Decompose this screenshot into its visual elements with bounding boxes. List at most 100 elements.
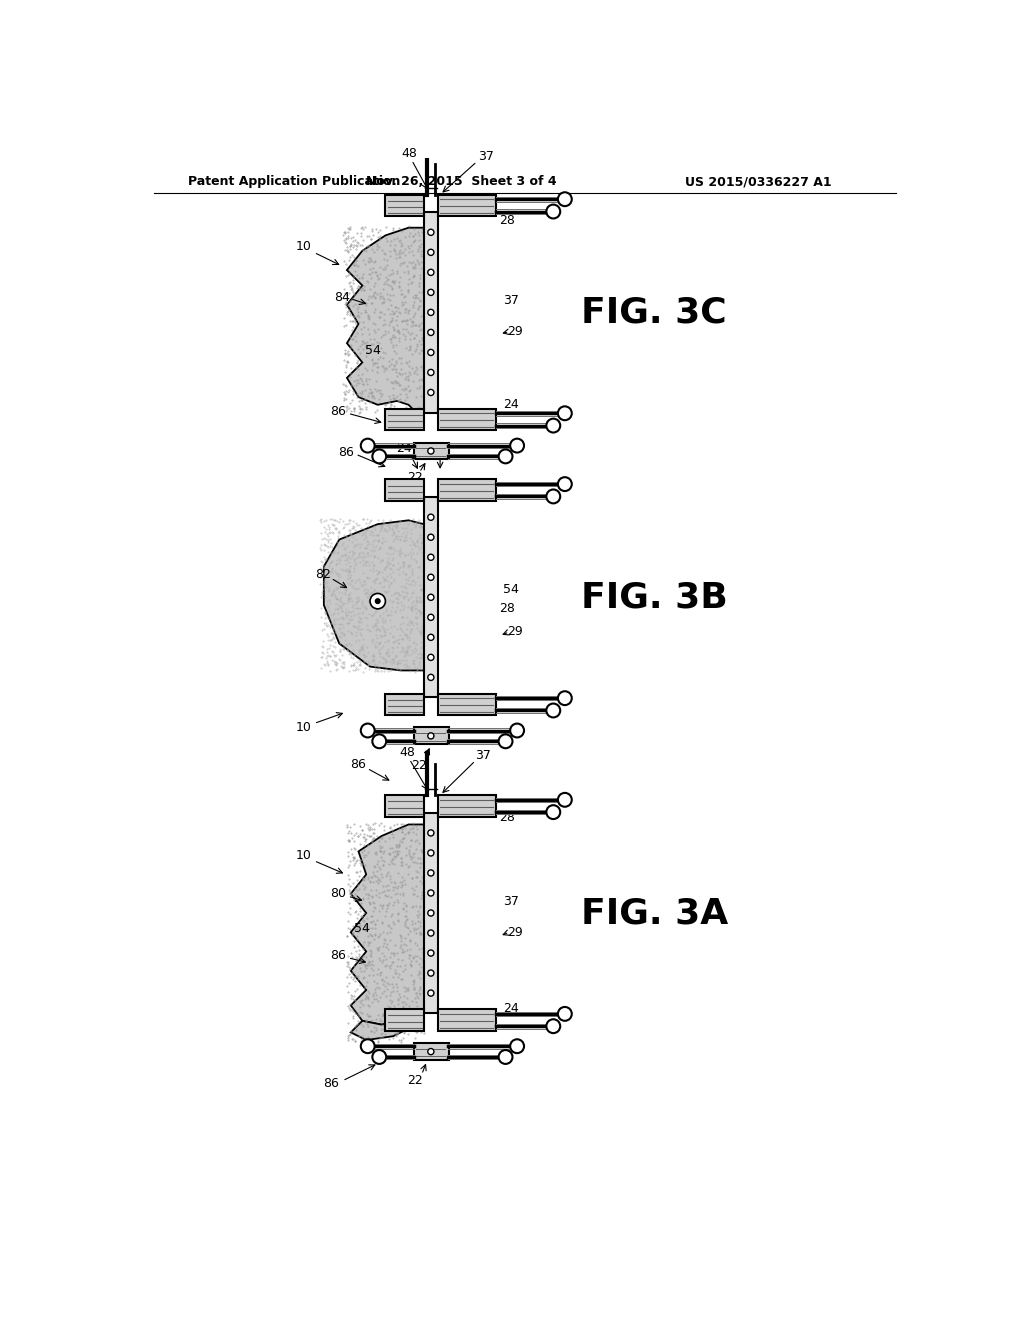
Text: 29: 29: [507, 626, 522, 639]
Text: US 2015/0336227 A1: US 2015/0336227 A1: [685, 176, 831, 187]
Circle shape: [360, 723, 375, 738]
Circle shape: [428, 655, 434, 660]
Text: 29: 29: [431, 442, 446, 455]
Text: FIG. 3A: FIG. 3A: [581, 896, 728, 931]
Polygon shape: [324, 520, 424, 671]
FancyBboxPatch shape: [385, 693, 424, 715]
Circle shape: [558, 478, 571, 491]
Circle shape: [428, 950, 434, 956]
Text: 29: 29: [507, 925, 522, 939]
Circle shape: [428, 447, 434, 454]
Circle shape: [360, 1039, 375, 1053]
Text: FIG. 3B: FIG. 3B: [581, 581, 727, 614]
Circle shape: [428, 370, 434, 376]
Circle shape: [428, 909, 434, 916]
Circle shape: [499, 450, 512, 463]
Circle shape: [428, 890, 434, 896]
FancyBboxPatch shape: [385, 795, 424, 817]
Circle shape: [428, 733, 434, 739]
Text: 86: 86: [331, 949, 346, 962]
Circle shape: [499, 734, 512, 748]
FancyBboxPatch shape: [424, 813, 438, 1014]
Circle shape: [428, 513, 434, 520]
FancyBboxPatch shape: [385, 1010, 424, 1031]
Circle shape: [428, 574, 434, 581]
Text: 86: 86: [323, 1077, 339, 1090]
Text: 28: 28: [499, 602, 515, 615]
FancyBboxPatch shape: [414, 727, 449, 744]
Polygon shape: [347, 227, 424, 412]
Text: 22: 22: [412, 759, 427, 772]
Circle shape: [360, 438, 375, 453]
Circle shape: [428, 614, 434, 620]
Circle shape: [428, 269, 434, 276]
FancyBboxPatch shape: [414, 442, 449, 459]
FancyBboxPatch shape: [385, 194, 424, 216]
Circle shape: [428, 289, 434, 296]
Circle shape: [547, 1019, 560, 1034]
Text: 37: 37: [503, 895, 519, 908]
Text: 29: 29: [507, 325, 522, 338]
Text: 24: 24: [396, 442, 412, 455]
Circle shape: [547, 205, 560, 219]
Circle shape: [558, 1007, 571, 1020]
Circle shape: [428, 870, 434, 876]
Text: 80: 80: [331, 887, 346, 900]
Circle shape: [510, 1039, 524, 1053]
Text: 84: 84: [335, 290, 350, 304]
Text: 86: 86: [338, 446, 354, 459]
Circle shape: [428, 830, 434, 836]
Circle shape: [428, 850, 434, 857]
Circle shape: [428, 309, 434, 315]
Text: 37: 37: [475, 748, 492, 762]
FancyBboxPatch shape: [438, 693, 496, 715]
FancyBboxPatch shape: [438, 194, 496, 216]
Circle shape: [428, 330, 434, 335]
Text: 82: 82: [315, 568, 331, 581]
Text: 10: 10: [296, 240, 311, 253]
Text: 10: 10: [296, 721, 311, 734]
FancyBboxPatch shape: [385, 409, 424, 430]
Text: 86: 86: [350, 758, 366, 771]
Circle shape: [558, 793, 571, 807]
Circle shape: [428, 389, 434, 396]
Circle shape: [373, 734, 386, 748]
Circle shape: [547, 805, 560, 818]
Text: 48: 48: [399, 746, 416, 759]
FancyBboxPatch shape: [438, 479, 496, 502]
FancyBboxPatch shape: [438, 795, 496, 817]
Text: Nov. 26, 2015  Sheet 3 of 4: Nov. 26, 2015 Sheet 3 of 4: [367, 176, 557, 187]
Circle shape: [499, 1051, 512, 1064]
Text: 24: 24: [503, 1002, 519, 1015]
Circle shape: [370, 594, 385, 609]
Circle shape: [428, 230, 434, 235]
Circle shape: [428, 594, 434, 601]
Text: 22: 22: [408, 1074, 423, 1088]
Text: 28: 28: [499, 214, 515, 227]
Circle shape: [558, 407, 571, 420]
Text: 37: 37: [478, 149, 495, 162]
Text: 54: 54: [503, 583, 519, 597]
FancyBboxPatch shape: [424, 213, 438, 412]
Text: 54: 54: [353, 921, 370, 935]
Circle shape: [428, 990, 434, 997]
Circle shape: [428, 929, 434, 936]
Circle shape: [428, 970, 434, 977]
Circle shape: [428, 635, 434, 640]
Text: 24: 24: [503, 397, 519, 411]
FancyBboxPatch shape: [438, 409, 496, 430]
Circle shape: [428, 350, 434, 355]
FancyBboxPatch shape: [438, 1010, 496, 1031]
Circle shape: [558, 193, 571, 206]
Circle shape: [428, 554, 434, 561]
Circle shape: [376, 599, 380, 603]
Circle shape: [428, 535, 434, 540]
FancyBboxPatch shape: [414, 1043, 449, 1060]
Text: 37: 37: [503, 294, 519, 308]
FancyBboxPatch shape: [424, 498, 438, 697]
Circle shape: [428, 675, 434, 681]
Circle shape: [373, 450, 386, 463]
Text: 54: 54: [366, 345, 381, 358]
Circle shape: [373, 1051, 386, 1064]
Circle shape: [547, 704, 560, 718]
